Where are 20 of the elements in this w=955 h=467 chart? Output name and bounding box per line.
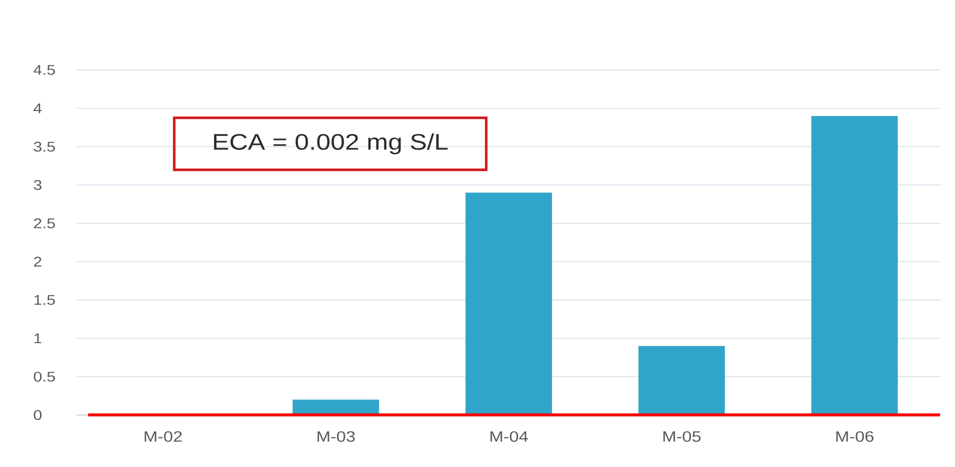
bar — [638, 346, 725, 415]
x-tick-label: M-06 — [836, 431, 874, 442]
x-tick-label: M-02 — [144, 431, 182, 442]
x-tick-label: M-03 — [318, 431, 355, 442]
y-tick-label: 3.5 — [34, 142, 55, 152]
bar — [292, 400, 380, 415]
x-tick-label: M-05 — [663, 431, 701, 442]
bar — [811, 116, 898, 415]
bar — [466, 192, 552, 415]
y-tick-label: 0 — [34, 410, 42, 420]
y-tick-label: 4 — [34, 104, 42, 114]
x-tick-label: M-04 — [490, 431, 528, 442]
y-tick-label: 2.5 — [34, 218, 55, 228]
annotation: ECA = 0.002 mg S/L — [214, 133, 448, 154]
y-tick-label: 0.5 — [34, 372, 55, 382]
y-tick-label: 1 — [34, 334, 42, 344]
y-tick-label: 3 — [34, 180, 42, 190]
y-tick-label: 4.5 — [34, 65, 55, 75]
y-tick-label: 1.5 — [34, 295, 55, 305]
y-tick-label: 2 — [34, 256, 42, 267]
